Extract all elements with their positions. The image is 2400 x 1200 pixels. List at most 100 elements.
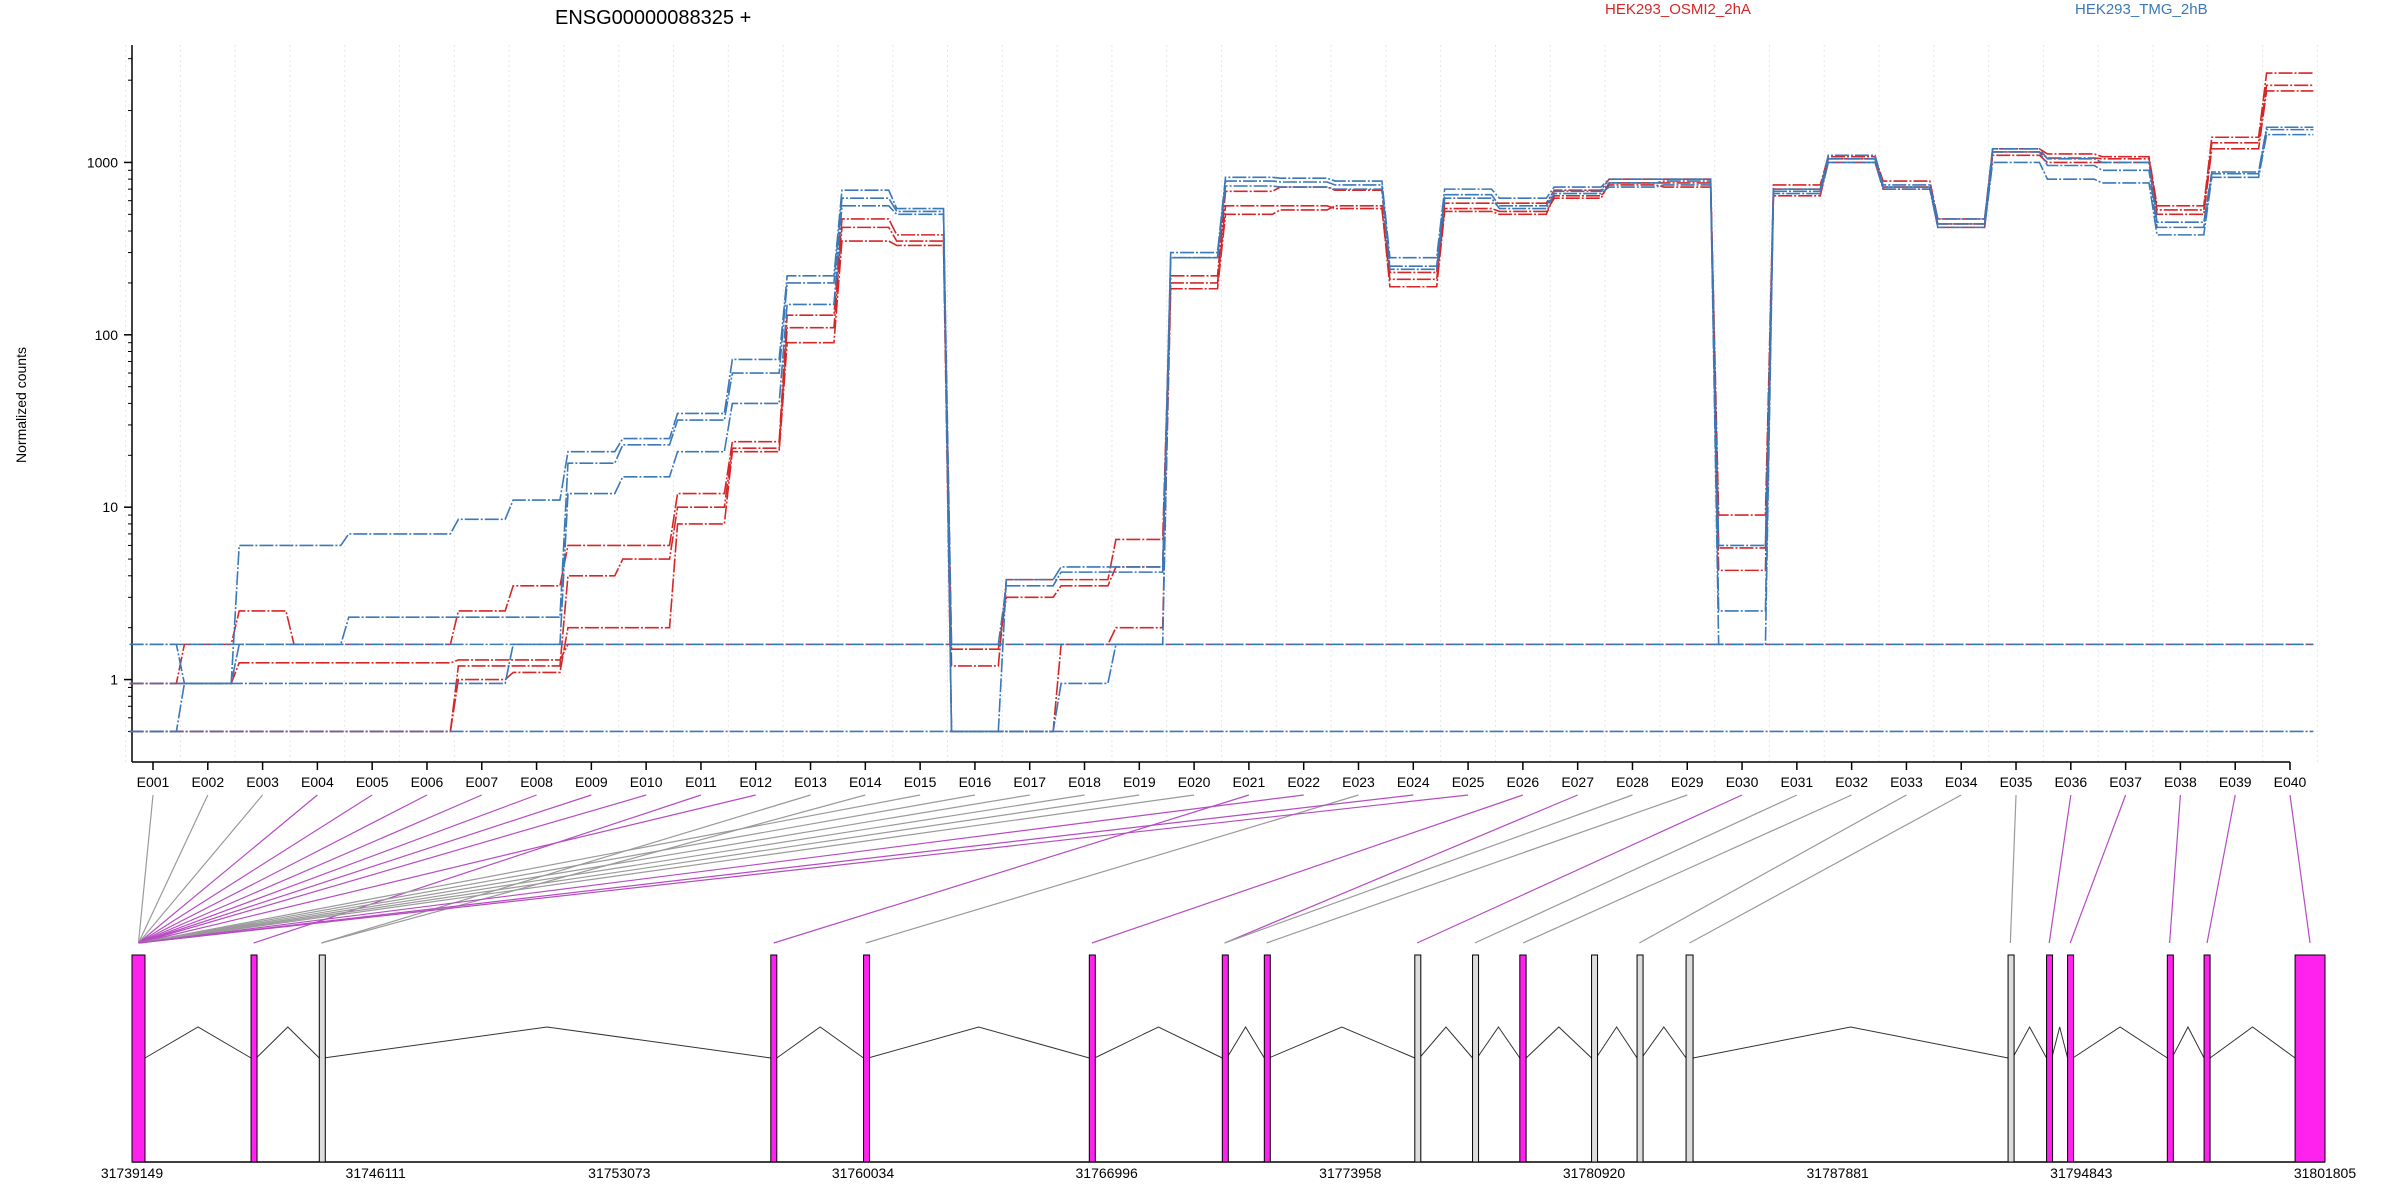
intron-line [1226, 1026, 1265, 1059]
exon-block [2007, 954, 2015, 1163]
y-tick-label: 100 [95, 327, 119, 343]
exon-block [1591, 954, 1599, 1163]
x-tick-label: E022 [1287, 774, 1320, 790]
y-tick-label: 1 [110, 672, 118, 688]
exon-connector [137, 794, 154, 944]
exon-connector [865, 794, 1359, 944]
x-tick-label: E015 [904, 774, 937, 790]
legend-label-osmi2: HEK293_OSMI2_2hA [1605, 1, 1751, 18]
exon-connector [138, 794, 976, 944]
x-tick-label: E038 [2164, 774, 2197, 790]
exon-block [131, 954, 146, 1163]
exon-connector [1224, 794, 1633, 944]
x-tick-label: E011 [685, 774, 717, 790]
intron-line [1692, 1026, 2009, 1059]
x-tick-label: E013 [794, 774, 827, 790]
exon-block [1221, 954, 1229, 1163]
exon-block [318, 954, 326, 1163]
series-line-red [129, 84, 2314, 733]
x-tick-label: E012 [739, 774, 772, 790]
x-tick-label: E008 [520, 774, 553, 790]
exon-connector [138, 794, 1085, 944]
x-tick-label: E036 [2054, 774, 2087, 790]
exon-block [2294, 954, 2326, 1163]
exon-connector-lines [137, 794, 2311, 944]
intron-line [1268, 1026, 1416, 1059]
exon-connector [2009, 794, 2017, 944]
series-line-blue [129, 126, 2314, 733]
exon-block [2046, 954, 2054, 1163]
y-axis: 1 10 100 1000 [87, 45, 133, 762]
x-tick-label: E037 [2109, 774, 2142, 790]
x-tick-label: E010 [630, 774, 663, 790]
exon-connector [138, 794, 647, 944]
exon-connector [138, 794, 1030, 944]
chart-title: ENSG00000088325 + [555, 7, 751, 29]
intron-line [1476, 1026, 1521, 1059]
intron-line [776, 1026, 864, 1059]
exon-connector [1266, 794, 1688, 944]
exon-connector [2048, 794, 2072, 944]
x-tick-label: E001 [137, 774, 170, 790]
legend-label-tmg: HEK293_TMG_2hB [2075, 1, 2208, 18]
coordinate-label: 31773958 [1319, 1165, 1382, 1181]
coordinate-label: 31801805 [2294, 1165, 2357, 1181]
x-tick-label: E027 [1561, 774, 1594, 790]
x-tick-label: E006 [411, 774, 444, 790]
series-lines [129, 72, 2314, 733]
exon-connector [1091, 794, 1524, 944]
x-tick-label: E017 [1013, 774, 1046, 790]
x-tick-label: E021 [1233, 774, 1266, 790]
exon-connector [138, 794, 428, 944]
exon-block [770, 954, 778, 1163]
x-tick-label: E002 [191, 774, 224, 790]
exon-connector [138, 794, 1469, 944]
exon-connector [1416, 794, 1743, 944]
exon-connector [2289, 794, 2311, 944]
intron-line [1641, 1026, 1687, 1059]
intron-line [1525, 1026, 1592, 1059]
series-line-blue [129, 128, 2314, 685]
series-line-blue [129, 133, 2314, 733]
coordinate-label: 31746111 [346, 1165, 406, 1181]
exon-connector [138, 794, 537, 944]
x-tick-label: E039 [2219, 774, 2252, 790]
intron-line [2072, 1026, 2168, 1059]
y-tick-label: 1000 [87, 154, 118, 170]
exon-connector [138, 794, 592, 944]
x-tick-label: E004 [301, 774, 334, 790]
exon-block [250, 954, 258, 1163]
x-tick-label: E009 [575, 774, 608, 790]
exon-connector [138, 794, 264, 944]
exon-connector [138, 794, 921, 944]
intron-line [1094, 1026, 1223, 1059]
exon-connector [137, 794, 209, 944]
exon-block [1519, 954, 1527, 1163]
exon-connector [138, 794, 1140, 944]
coordinate-label: 31760034 [832, 1165, 895, 1181]
exon-block [1088, 954, 1096, 1163]
exon-block [863, 954, 871, 1163]
exon-connector [2206, 794, 2236, 944]
exon-connector [138, 794, 1414, 944]
exon-block [2166, 954, 2174, 1163]
intron-line [2012, 1025, 2048, 1059]
intron-line [144, 1026, 252, 1059]
x-tick-label: E020 [1178, 774, 1211, 790]
exon-connector [321, 794, 811, 944]
intron-line [2051, 1026, 2069, 1059]
x-tick-label: E032 [1835, 774, 1868, 790]
exon-connector [138, 794, 318, 944]
exon-connector [1639, 794, 1907, 944]
exon-connector [138, 794, 756, 944]
x-tick-label: E018 [1068, 774, 1101, 790]
exon-connector [2069, 794, 2127, 944]
exon-block [2203, 954, 2211, 1163]
exon-block [1636, 954, 1644, 1163]
exon-connector [138, 794, 1304, 944]
exon-block [2067, 954, 2075, 1163]
x-tick-label: E026 [1507, 774, 1540, 790]
x-tick-label: E029 [1671, 774, 1704, 790]
x-tick-label: E028 [1616, 774, 1649, 790]
coordinate-label: 31739149 [101, 1165, 164, 1181]
